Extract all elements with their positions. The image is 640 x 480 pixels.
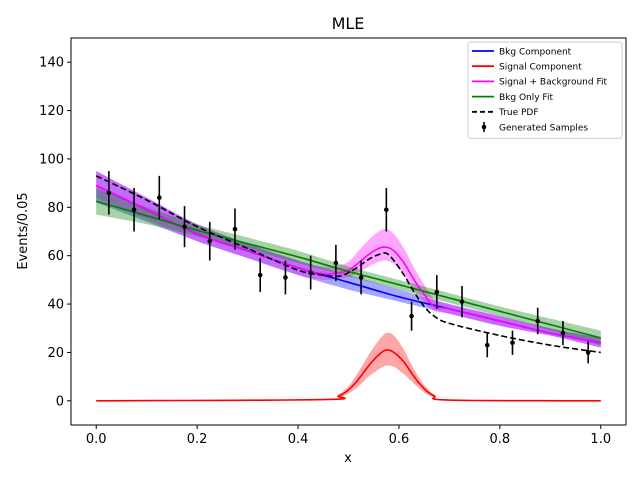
sample-point: [207, 238, 213, 244]
legend-frame: [467, 41, 623, 139]
y-tick-label: 100: [39, 152, 64, 167]
y-tick-label: 40: [47, 298, 64, 313]
sample-point: [560, 330, 566, 336]
confidence-bands: [96, 171, 601, 401]
sample-point: [308, 270, 313, 275]
sample-point: [182, 224, 187, 229]
sample-point: [156, 195, 162, 200]
legend-label: Signal Component: [499, 63, 582, 73]
y-tick-label: 120: [39, 104, 64, 119]
x-axis: 0.0 0.2 0.4 0.6 0.8 1.0: [86, 425, 611, 447]
x-tick-label: 0.6: [389, 432, 410, 447]
sample-point: [131, 207, 137, 213]
sample-point: [434, 289, 440, 295]
sample-point: [358, 275, 364, 280]
x-tick-label: 0.0: [86, 432, 107, 447]
legend-label: Bkg Component: [499, 47, 572, 57]
x-tick-label: 0.8: [490, 432, 511, 447]
y-tick-label: 60: [47, 249, 64, 264]
sample-point: [232, 226, 238, 232]
y-axis: 0 20 40 60 80 100 120 140: [39, 56, 71, 409]
sample-point: [409, 313, 414, 319]
legend-swatch-point: [481, 124, 487, 130]
sample-point: [459, 299, 465, 304]
sample-point: [283, 275, 288, 280]
y-axis-label: Events/0.05: [16, 192, 31, 269]
x-axis-label: x: [344, 451, 352, 466]
truepdf-line: [95, 175, 601, 354]
sigbkg-line: [95, 184, 601, 344]
signal-line: [96, 349, 601, 402]
sample-point: [510, 340, 515, 346]
y-tick-label: 140: [39, 56, 64, 71]
sigbkg-band: [96, 171, 601, 348]
sample-point: [384, 207, 389, 213]
legend-label: True PDF: [498, 108, 539, 118]
sample-point: [484, 342, 490, 348]
plot-area-frame: [70, 37, 627, 426]
legend-label: Bkg Only Fit: [499, 93, 553, 103]
legend-label: Generated Samples: [499, 123, 588, 133]
x-tick-label: 1.0: [590, 432, 611, 447]
legend: Bkg Component Signal Component Signal + Ba…: [467, 41, 623, 139]
generated-samples: [106, 171, 591, 364]
sample-point: [535, 318, 541, 324]
bkgonly-band: [96, 188, 601, 346]
sample-point: [585, 350, 591, 355]
sample-point: [106, 190, 112, 196]
bkgonly-line: [95, 200, 602, 339]
x-tick-label: 0.2: [187, 432, 208, 447]
y-tick-label: 20: [47, 346, 64, 361]
legend-label: Signal + Background Fit: [499, 78, 607, 88]
chart-title: MLE: [332, 14, 365, 33]
sample-point: [333, 260, 339, 266]
bkg-band: [96, 171, 601, 348]
y-tick-label: 80: [47, 201, 64, 216]
x-tick-label: 0.4: [288, 432, 309, 447]
signal-band: [96, 332, 601, 401]
sample-point: [257, 272, 263, 278]
series-lines: [95, 175, 602, 402]
y-tick-label: 0: [56, 394, 64, 409]
